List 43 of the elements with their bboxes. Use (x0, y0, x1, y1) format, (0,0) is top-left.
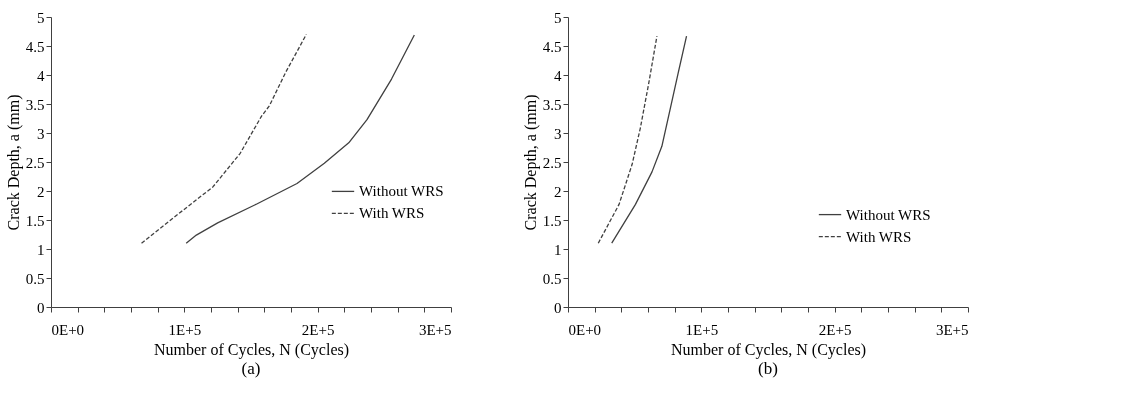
y-tick-label: 3 (37, 125, 45, 142)
x-tick-label: 1E+5 (168, 321, 202, 338)
y-tick-label: 5 (37, 9, 45, 26)
legend-label: With WRS (359, 205, 425, 222)
x-axis-title: Number of Cycles, N (Cycles) (670, 340, 867, 359)
y-tick-label: 1 (554, 241, 562, 258)
legend-label: Without WRS (846, 206, 931, 223)
text: (b) (758, 359, 778, 378)
x-tick-label: 3E+5 (418, 321, 452, 338)
line-series (611, 35, 688, 244)
y-tick-label: 4.5 (25, 38, 45, 55)
line-series (597, 35, 658, 244)
y-tick-label: 3.5 (25, 96, 45, 113)
y-tick-label: 0 (37, 299, 45, 316)
y-tick-label: 1.5 (542, 212, 562, 229)
y-tick-label: 2.5 (542, 154, 562, 171)
y-tick-label: 0.5 (25, 270, 45, 287)
y-axis-title: Crack Depth, a (mm) (521, 94, 540, 231)
y-axis-title: Crack Depth, a (mm) (4, 94, 23, 231)
x-tick-label: 1E+5 (685, 321, 719, 338)
x-tick-label: 2E+5 (301, 321, 335, 338)
y-tick-label: 4 (554, 67, 562, 84)
y-tick-label: 2 (37, 183, 45, 200)
text: (a) (241, 359, 261, 378)
x-tick-label: 2E+5 (818, 321, 852, 338)
y-tick-label: 3.5 (542, 96, 562, 113)
y-tick-label: 0.5 (542, 270, 562, 287)
y-tick-label: 3 (554, 125, 562, 142)
y-tick-label: 1.5 (25, 212, 45, 229)
line-series (140, 33, 307, 244)
legend-label: With WRS (846, 228, 912, 245)
legend-label: Without WRS (359, 183, 444, 200)
x-axis-title: Number of Cycles, N (Cycles) (153, 340, 350, 359)
y-tick-label: 2 (554, 183, 562, 200)
y-tick-label: 2.5 (25, 154, 45, 171)
x-tick-label: 0E+0 (51, 321, 85, 338)
y-tick-label: 1 (37, 241, 45, 258)
y-tick-label: 5 (554, 9, 562, 26)
y-tick-label: 0 (554, 299, 562, 316)
x-tick-label: 0E+0 (568, 321, 602, 338)
y-tick-label: 4 (37, 67, 45, 84)
y-tick-label: 4.5 (542, 38, 562, 55)
x-tick-label: 3E+5 (935, 321, 969, 338)
